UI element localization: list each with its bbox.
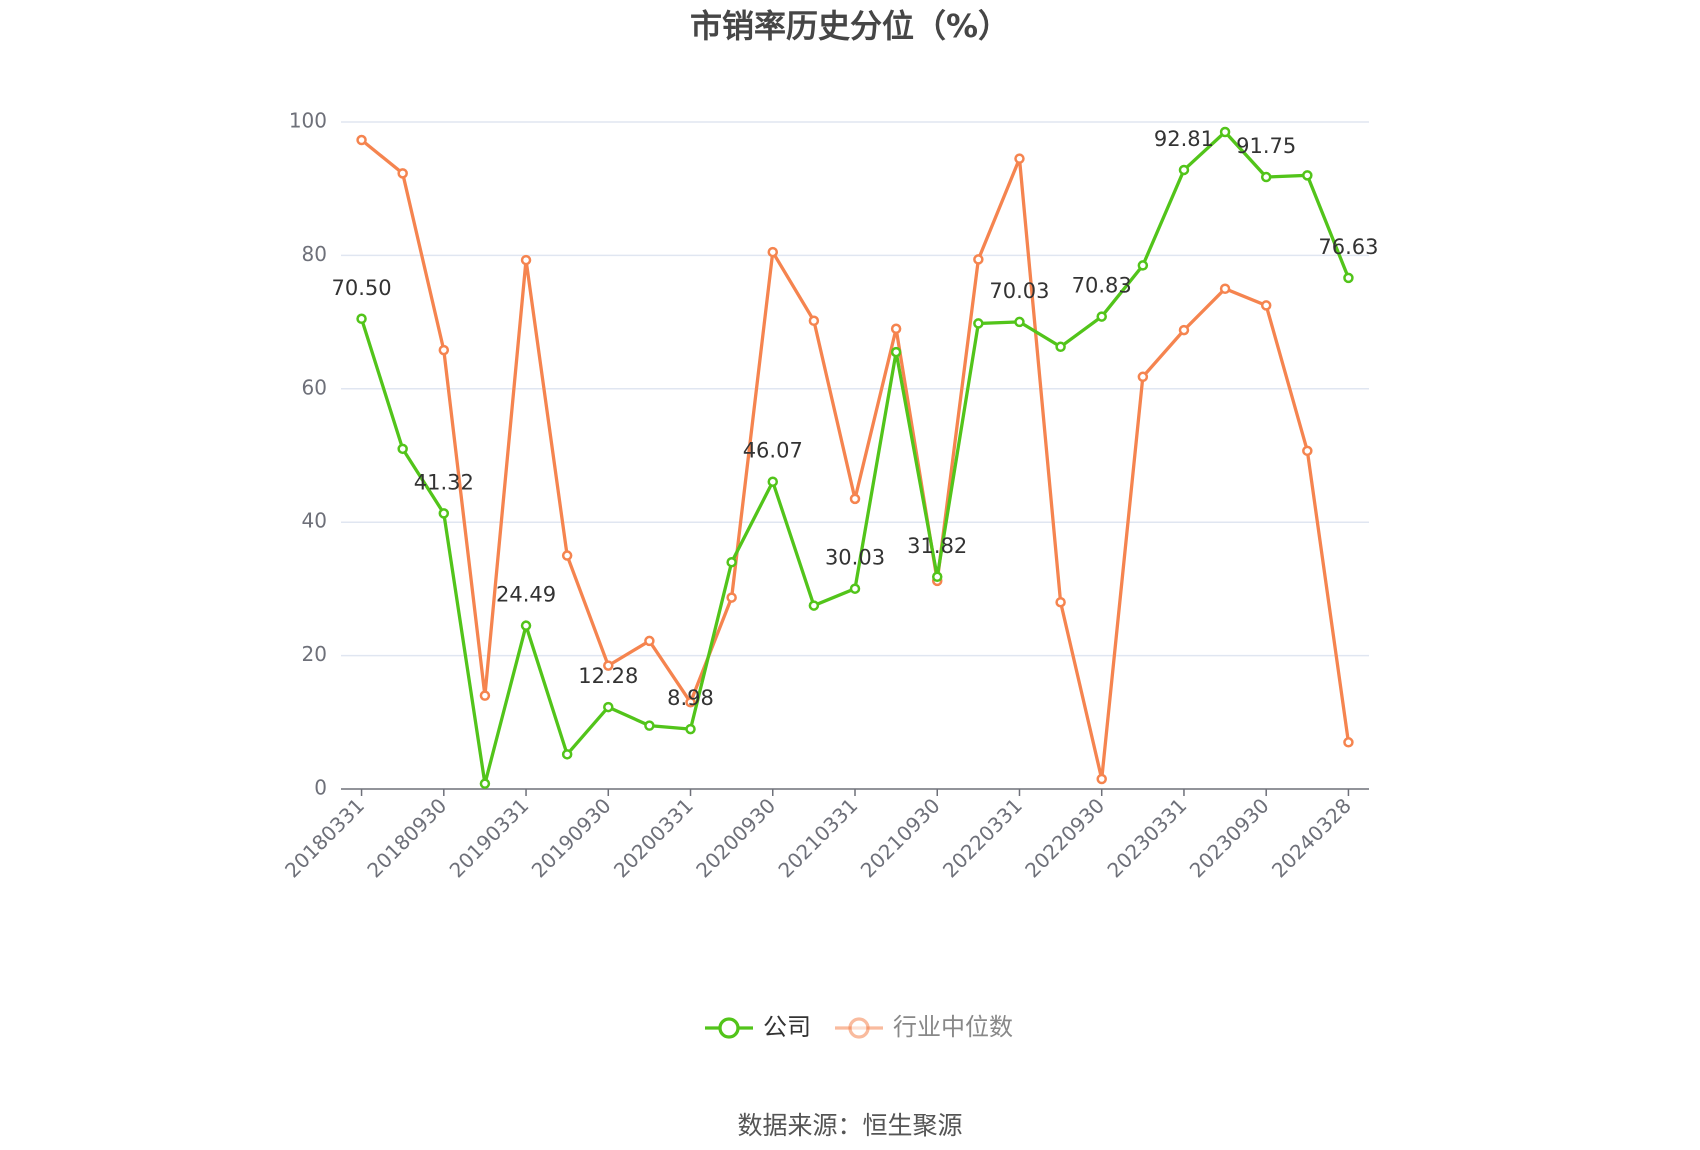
data-label: 46.07 [743, 439, 803, 463]
x-tick-label: 20200331 [609, 793, 698, 882]
y-tick-label: 20 [302, 642, 327, 666]
data-point [644, 720, 655, 731]
data-point [520, 620, 532, 631]
chart-title: 市销率历史分位（%） [690, 7, 1010, 45]
data-point [726, 556, 737, 568]
data-label: 91.75 [1236, 134, 1296, 158]
data-point [849, 493, 861, 505]
x-tick-label: 20190930 [527, 793, 616, 882]
y-tick-label: 80 [302, 242, 327, 266]
y-tick-label: 0 [314, 776, 327, 800]
data-point [356, 313, 367, 325]
x-tick-label: 20240328 [1267, 793, 1356, 882]
data-point [1096, 773, 1107, 785]
data-point [890, 346, 902, 358]
x-tick-label: 20210331 [773, 793, 862, 882]
data-point [849, 583, 861, 594]
data-point [1260, 300, 1272, 311]
data-point [1178, 164, 1190, 176]
data-point [1014, 153, 1025, 164]
data-label: 76.63 [1318, 235, 1378, 259]
legend-label: 行业中位数 [893, 1013, 1013, 1041]
data-label: 70.03 [989, 279, 1049, 303]
source-note: 数据来源：恒生聚源 [737, 1111, 962, 1140]
x-tick-label: 20190331 [445, 793, 534, 882]
data-point [808, 600, 820, 611]
x-tick-label: 20230930 [1185, 793, 1274, 882]
data-point [685, 697, 696, 708]
data-point [520, 254, 532, 266]
legend-marker [848, 1017, 870, 1039]
data-point [1302, 170, 1313, 181]
data-point [438, 508, 450, 519]
data-point [931, 571, 943, 583]
data-point [397, 443, 408, 455]
data-point [726, 592, 737, 603]
data-label: 70.83 [1072, 274, 1132, 298]
data-point [644, 635, 655, 647]
data-point [973, 318, 984, 329]
x-tick-label: 20230331 [1102, 793, 1191, 882]
data-label: 30.03 [825, 546, 885, 570]
data-label: 70.50 [331, 276, 391, 300]
data-label: 8.98 [667, 686, 714, 710]
data-label: 12.28 [578, 664, 638, 688]
data-point [1343, 737, 1354, 748]
data-point [603, 660, 614, 671]
data-point [1219, 283, 1231, 294]
data-point [561, 550, 573, 561]
y-tick-label: 60 [302, 375, 327, 399]
series-line [359, 129, 1350, 785]
data-point [479, 778, 491, 789]
data-point [356, 134, 367, 146]
legend-marker [718, 1017, 740, 1039]
data-point [973, 254, 984, 265]
data-point [1014, 316, 1025, 328]
data-point [397, 168, 408, 179]
x-tick-label: 20200930 [691, 793, 780, 882]
data-point [561, 749, 573, 760]
data-label: 92.81 [1154, 127, 1214, 151]
data-point [1055, 596, 1066, 608]
data-point [1096, 311, 1107, 322]
legend-label: 公司 [763, 1013, 811, 1041]
data-point [890, 323, 902, 335]
data-point [1343, 272, 1354, 284]
data-label: 41.32 [414, 470, 474, 494]
data-label: 24.49 [496, 583, 556, 607]
x-tick-label: 20220331 [938, 793, 1027, 882]
data-point [438, 344, 450, 356]
data-point [767, 476, 779, 487]
data-point [1055, 341, 1066, 353]
data-point [767, 246, 779, 258]
y-tick-label: 40 [302, 509, 327, 533]
data-point [603, 701, 614, 713]
x-tick-label: 20220930 [1020, 793, 1109, 882]
x-tick-label: 20180930 [362, 793, 451, 882]
data-point [479, 690, 491, 701]
data-label: 31.82 [907, 534, 967, 558]
data-point [1219, 126, 1231, 138]
data-point [685, 723, 696, 735]
data-point [1137, 260, 1149, 271]
y-tick-label: 100 [289, 109, 327, 133]
data-point [1178, 324, 1190, 336]
data-point [1302, 445, 1313, 457]
data-point [1137, 371, 1149, 383]
data-point [1260, 171, 1272, 183]
x-tick-label: 20210930 [856, 793, 945, 882]
x-tick-label: 20180331 [280, 793, 369, 882]
data-point [808, 315, 820, 327]
